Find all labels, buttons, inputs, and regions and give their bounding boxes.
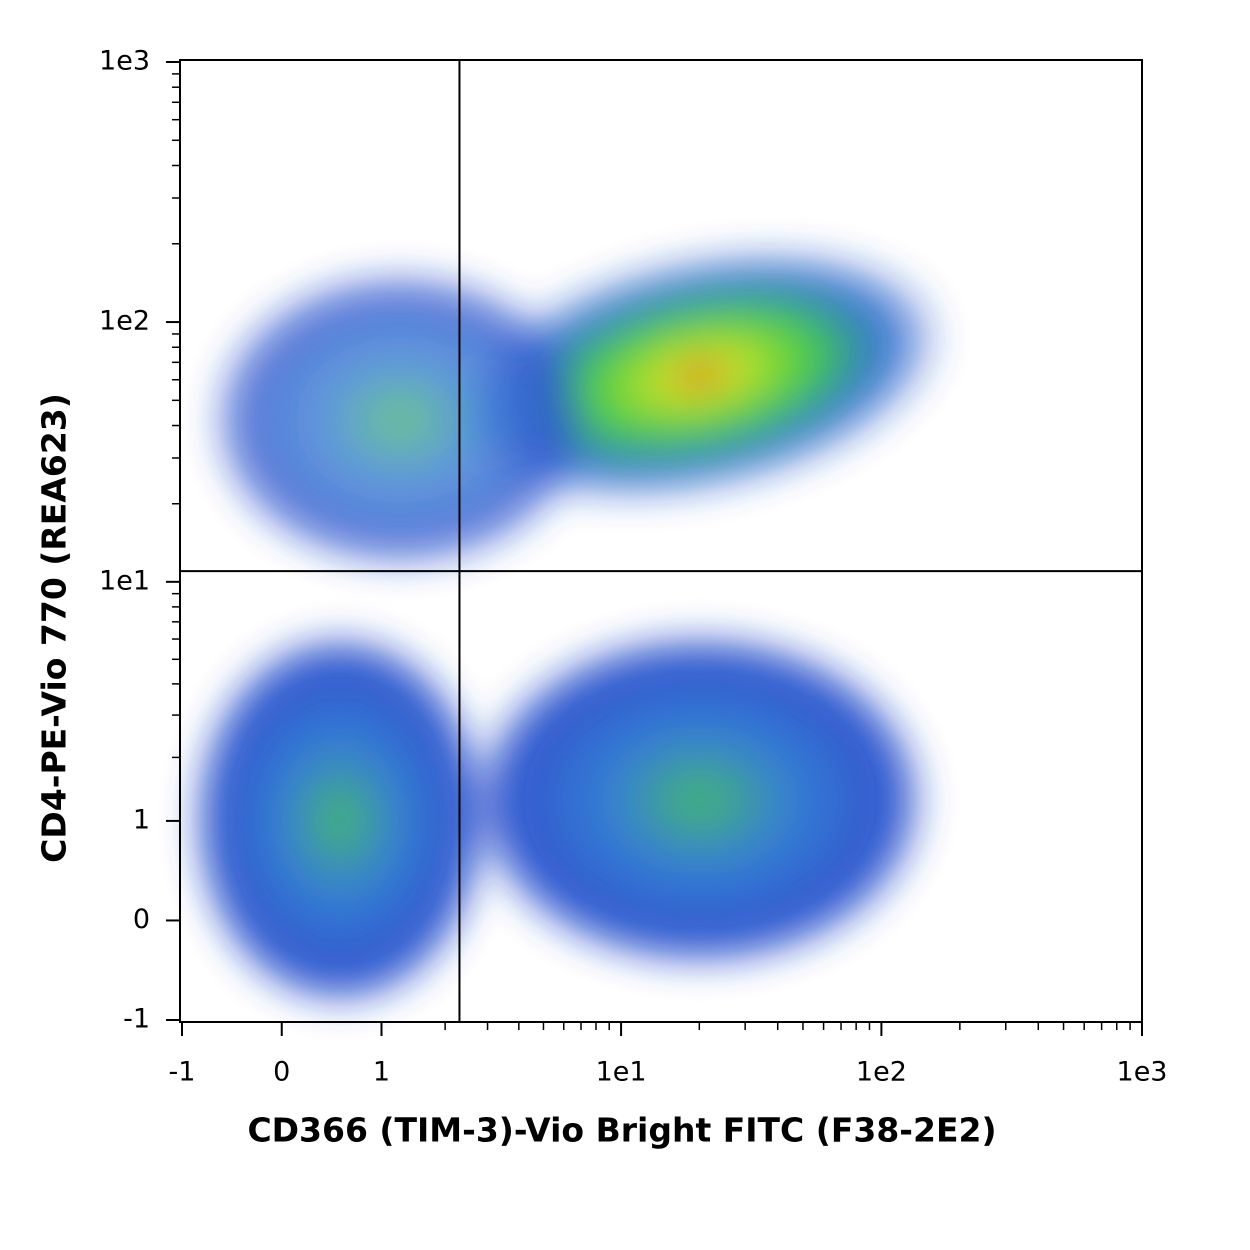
y-axis-label: CD4-PE-Vio 770 (REA623): [35, 393, 74, 863]
y-tick-label: 0: [133, 904, 150, 935]
y-tick-label: -1: [123, 1004, 150, 1035]
y-tick-label: 1: [133, 804, 150, 835]
plot-frame: [179, 59, 1143, 1023]
density-cloud: [190, 246, 946, 1010]
y-tick-label: 1e3: [99, 46, 150, 77]
x-tick-label: -1: [169, 1057, 196, 1088]
x-tick-label: 1e3: [1117, 1057, 1168, 1088]
x-tick-label: 1e1: [596, 1057, 647, 1088]
x-tick-label: 1: [373, 1057, 390, 1088]
x-axis-label: CD366 (TIM-3)-Vio Bright FITC (F38-2E2): [247, 1111, 996, 1150]
y-tick-label: 1e2: [99, 306, 150, 337]
x-tick-label: 1e2: [856, 1057, 907, 1088]
y-tick-label: 1e1: [99, 565, 150, 596]
x-tick-label: 0: [273, 1057, 290, 1088]
